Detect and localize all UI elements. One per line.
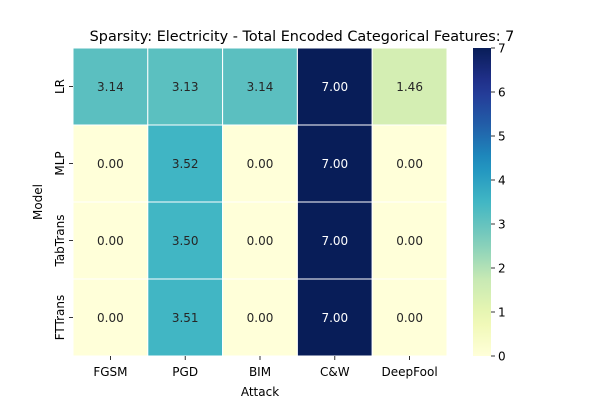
heatmap-cell: [371, 47, 448, 126]
cell-value-label: 7.00: [321, 157, 348, 171]
cell-value-label: 1.46: [396, 80, 423, 94]
heatmap-cell: [222, 124, 298, 203]
cell-value-label: 0.00: [247, 157, 274, 171]
cell-value-label: 0.00: [97, 311, 124, 325]
heatmap-cell: [147, 201, 224, 280]
colorbar-tick-label: 7: [498, 42, 506, 56]
cell-value-label: 7.00: [321, 234, 348, 248]
colorbar-tick-label: 2: [498, 262, 506, 276]
cell-value-label: 0.00: [247, 311, 274, 325]
heatmap-cell: [371, 278, 448, 357]
cell-value-label: 0.00: [396, 157, 423, 171]
heatmap-cell: [147, 278, 224, 357]
heatmap-cell: [371, 201, 448, 280]
y-tick-label: FTTrans: [53, 295, 67, 341]
x-tick-label: FGSM: [93, 365, 127, 379]
cell-value-label: 3.14: [247, 80, 274, 94]
heatmap-cell: [296, 201, 373, 280]
cell-value-label: 3.50: [172, 234, 199, 248]
heatmap-cell: [222, 278, 298, 357]
x-tick-label: BIM: [249, 365, 271, 379]
colorbar-tick-label: 0: [498, 350, 506, 364]
heatmap-cells: [72, 47, 448, 357]
colorbar-tick-label: 6: [498, 86, 506, 100]
y-tick-label: MLP: [53, 151, 67, 175]
cell-value-label: 7.00: [321, 80, 348, 94]
cell-value-label: 7.00: [321, 311, 348, 325]
cell-value-label: 3.13: [172, 80, 199, 94]
colorbar-ticks: 0 1 2 3 4 5 6 7: [491, 42, 506, 364]
cell-value-label: 0.00: [97, 157, 124, 171]
y-tick-label: LR: [53, 79, 67, 94]
cell-value-label: 0.00: [396, 234, 423, 248]
heatmap-cell: [371, 124, 448, 203]
x-axis-label: Attack: [241, 385, 279, 399]
colorbar: [473, 48, 491, 356]
heatmap-cell: [222, 201, 298, 280]
cell-value-label: 0.00: [247, 234, 274, 248]
heatmap-cell: [72, 47, 149, 126]
heatmap-cell-labels: 3.14 3.13 3.14 7.00 1.46 0.00 3.52 0.00 7.00 0.00…: [97, 80, 423, 325]
heatmap-cell: [222, 47, 298, 126]
cell-value-label: 0.00: [396, 311, 423, 325]
y-axis-ticks: LR MLP TabTrans FTTrans: [53, 79, 73, 340]
cell-value-label: 3.52: [172, 157, 199, 171]
colorbar-tick-label: 5: [498, 130, 506, 144]
x-tick-label: DeepFool: [382, 365, 438, 379]
y-axis-label: Model: [31, 184, 45, 220]
x-axis-ticks: FGSM PGD BIM C&W DeepFool: [93, 356, 438, 379]
heatmap-cell: [296, 47, 373, 126]
colorbar-tick-label: 1: [498, 306, 506, 320]
heatmap-cell: [147, 47, 224, 126]
colorbar-tick-label: 3: [498, 218, 506, 232]
cell-value-label: 3.14: [97, 80, 124, 94]
heatmap-cell: [72, 124, 149, 203]
heatmap-cell: [296, 278, 373, 357]
x-tick-label: C&W: [320, 365, 350, 379]
chart-title: Sparsity: Electricity - Total Encoded Ca…: [90, 29, 515, 45]
y-tick-label: TabTrans: [53, 214, 67, 267]
colorbar-tick-label: 4: [498, 174, 506, 188]
cell-value-label: 0.00: [97, 234, 124, 248]
cell-value-label: 3.51: [172, 311, 199, 325]
x-tick-label: PGD: [172, 365, 198, 379]
